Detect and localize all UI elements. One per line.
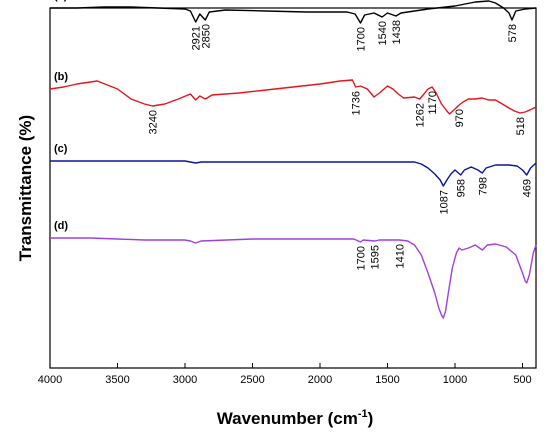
peak-label: 1700 (356, 246, 368, 270)
peak-label: 1540 (377, 21, 389, 45)
series-tags: (a) (b) (c) (d) (54, 0, 68, 232)
x-tick-label: 3500 (105, 374, 129, 386)
peak-label: 2850 (200, 24, 212, 48)
x-tick-label: 3000 (173, 374, 197, 386)
plot-frame (49, 7, 537, 369)
peak-label: 1438 (391, 20, 403, 44)
peak-label: 1595 (370, 245, 382, 269)
series-line (49, 79, 537, 115)
x-axis-title: Wavenumber (cm-1) (217, 408, 374, 428)
series-label: (c) (54, 143, 68, 155)
peak-label: 518 (515, 117, 527, 135)
x-axis-title-main: Wavenumber (cm (217, 409, 358, 428)
series-line (50, 160, 537, 187)
series-line (50, 237, 537, 319)
peak-label: 1170 (427, 91, 439, 115)
series-label: (d) (54, 220, 68, 232)
peak-label: 2921 (191, 26, 203, 50)
peak-label: 970 (454, 109, 466, 127)
x-tick-label: 1000 (443, 374, 467, 386)
peak-label: 1736 (351, 91, 363, 115)
series-group (49, 0, 537, 319)
x-ticks: 4000 3500 3000 2500 2000 1500 1000 500 (38, 363, 532, 386)
x-tick-label: 1500 (375, 374, 399, 386)
x-tick-label: 2500 (240, 374, 264, 386)
peak-label: 469 (522, 179, 534, 197)
peak-label: 1700 (356, 27, 368, 51)
x-axis-title-sup: -1 (358, 408, 368, 420)
peak-label: 1262 (415, 103, 427, 127)
y-axis-title: Transmittance (%) (16, 115, 35, 261)
peak-label: 3240 (148, 110, 160, 134)
peak-label: 1410 (395, 244, 407, 268)
x-axis-title-close: ) (368, 409, 374, 428)
series-line (50, 0, 537, 24)
x-tick-label: 2000 (308, 374, 332, 386)
x-tick-label: 4000 (38, 374, 62, 386)
x-tick-label: 500 (513, 374, 531, 386)
peak-label: 798 (477, 177, 489, 195)
peak-label: 958 (456, 179, 468, 197)
series-label: (a) (54, 0, 68, 2)
peak-label: 1087 (438, 190, 450, 214)
series-label: (b) (54, 71, 68, 83)
peak-label: 578 (507, 24, 519, 42)
